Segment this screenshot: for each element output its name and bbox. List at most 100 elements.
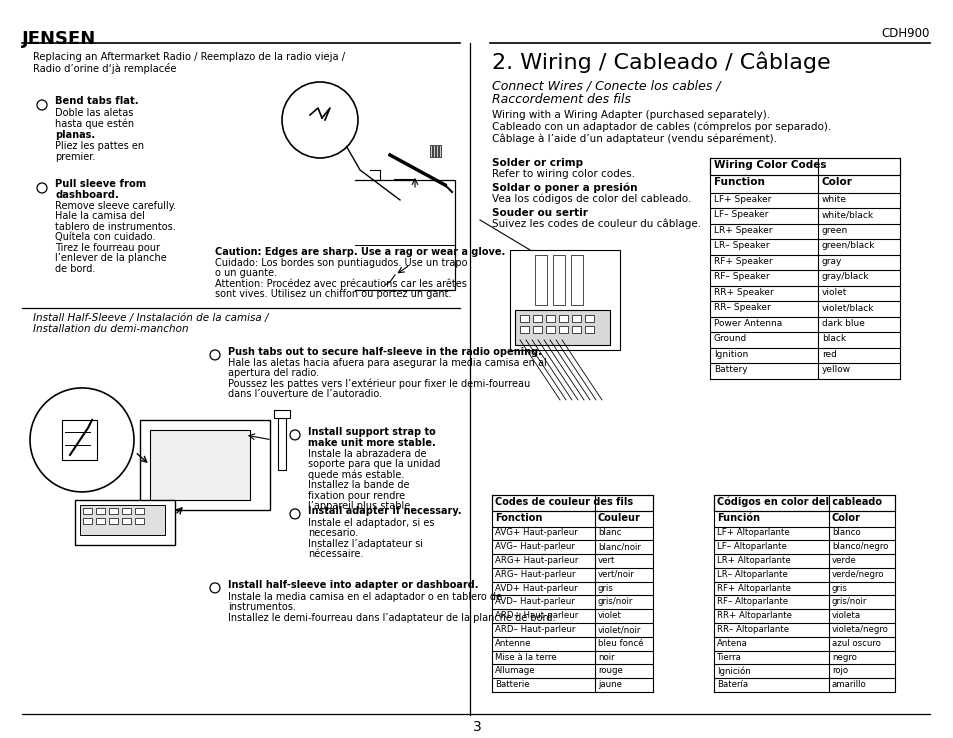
Bar <box>709 158 899 176</box>
Text: Tierra: Tierra <box>717 652 741 662</box>
Text: Install support strap to: Install support strap to <box>308 427 436 437</box>
Text: Hale las aletas hacia afuera para asegurar la media camisa en al: Hale las aletas hacia afuera para asegur… <box>228 358 546 368</box>
Text: Tirez le fourreau pour: Tirez le fourreau pour <box>55 243 160 253</box>
Text: fixation pour rendre: fixation pour rendre <box>308 491 405 501</box>
Text: negro: negro <box>831 652 856 662</box>
Text: gray/black: gray/black <box>821 272 868 281</box>
Text: Connect Wires / Conecte los cables /: Connect Wires / Conecte los cables / <box>492 80 720 93</box>
Text: LF– Altoparlante: LF– Altoparlante <box>717 542 786 551</box>
Text: gris/noir: gris/noir <box>831 598 866 607</box>
Text: Refer to wiring color codes.: Refer to wiring color codes. <box>492 169 635 179</box>
Text: Solder or crimp: Solder or crimp <box>492 158 582 168</box>
Text: Vea los códigos de color del cableado.: Vea los códigos de color del cableado. <box>492 194 691 204</box>
Text: LF+ Altoparlante: LF+ Altoparlante <box>717 528 789 537</box>
Text: RR+ Speaker: RR+ Speaker <box>713 288 773 297</box>
Text: noir: noir <box>598 652 614 662</box>
Text: Instale el adaptador, si es: Instale el adaptador, si es <box>308 518 434 528</box>
Bar <box>96 508 105 514</box>
Text: ARG– Haut-parleur: ARG– Haut-parleur <box>495 570 575 579</box>
Text: Doble las aletas: Doble las aletas <box>55 108 133 118</box>
Text: instrumentos.: instrumentos. <box>228 602 295 613</box>
Text: Couleur: Couleur <box>598 513 640 523</box>
Text: RF+ Altoparlante: RF+ Altoparlante <box>717 584 790 593</box>
Text: quede más estable.: quede más estable. <box>308 470 404 480</box>
Text: azul oscuro: azul oscuro <box>831 639 880 648</box>
Bar <box>436 145 437 157</box>
Bar <box>135 518 144 524</box>
Text: RF– Speaker: RF– Speaker <box>713 272 769 281</box>
Text: ARD– Haut-parleur: ARD– Haut-parleur <box>495 625 575 634</box>
Text: Batterie: Batterie <box>495 680 529 689</box>
Text: vert: vert <box>598 556 615 565</box>
Text: Install half-sleeve into adapter or dashboard.: Install half-sleeve into adapter or dash… <box>228 580 478 590</box>
Text: Mise à la terre: Mise à la terre <box>495 652 556 662</box>
Text: verde: verde <box>831 556 856 565</box>
Text: Allumage: Allumage <box>495 666 535 675</box>
Bar <box>558 326 567 333</box>
Text: Antenne: Antenne <box>495 639 531 648</box>
Text: AVG– Haut-parleur: AVG– Haut-parleur <box>495 542 575 551</box>
Text: Wiring with a Wiring Adapter (purchased separately).: Wiring with a Wiring Adapter (purchased … <box>492 110 769 120</box>
Bar <box>584 315 594 322</box>
Text: Install Half-Sleeve / Instalación de la camisa /: Install Half-Sleeve / Instalación de la … <box>33 313 268 323</box>
Bar <box>535 255 546 305</box>
Text: gris: gris <box>598 584 613 593</box>
Text: dans l’ouverture de l’autoradio.: dans l’ouverture de l’autoradio. <box>228 389 382 399</box>
Bar <box>713 495 894 511</box>
Text: LR– Altoparlante: LR– Altoparlante <box>717 570 787 579</box>
Text: Códigos en color del cableado: Códigos en color del cableado <box>717 497 882 508</box>
Text: Installez le demi-fourreau dans l’adaptateur de la planche de bord.: Installez le demi-fourreau dans l’adapta… <box>228 613 555 623</box>
Text: soporte para que la unidad: soporte para que la unidad <box>308 460 440 469</box>
Text: AVD+ Haut-parleur: AVD+ Haut-parleur <box>495 584 577 593</box>
Text: dashboard.: dashboard. <box>55 190 119 200</box>
Text: planas.: planas. <box>55 130 95 140</box>
Text: premier.: premier. <box>55 152 95 162</box>
Text: RF+ Speaker: RF+ Speaker <box>713 257 772 266</box>
Text: Cuidado: Los bordes son puntiagudos. Use un trapo: Cuidado: Los bordes son puntiagudos. Use… <box>214 258 467 268</box>
Text: Batería: Batería <box>717 680 747 689</box>
Text: violeta/negro: violeta/negro <box>831 625 888 634</box>
Text: vert/noir: vert/noir <box>598 570 634 579</box>
Text: Cableado con un adaptador de cables (cómprelos por separado).: Cableado con un adaptador de cables (cóm… <box>492 122 830 133</box>
Bar <box>571 255 582 305</box>
Text: JENSEN: JENSEN <box>22 30 96 48</box>
Text: apertura del radio.: apertura del radio. <box>228 368 319 378</box>
Text: l’enlever de la planche: l’enlever de la planche <box>55 253 167 263</box>
Text: de bord.: de bord. <box>55 264 95 274</box>
Bar <box>533 315 541 322</box>
Bar <box>572 315 580 322</box>
Text: RR+ Altoparlante: RR+ Altoparlante <box>717 611 791 620</box>
Text: Replacing an Aftermarket Radio / Reemplazo de la radio vieja /: Replacing an Aftermarket Radio / Reempla… <box>33 52 345 62</box>
Text: hasta que estén: hasta que estén <box>55 119 134 129</box>
Bar <box>510 250 619 350</box>
Bar <box>122 518 131 524</box>
Text: nécessaire.: nécessaire. <box>308 549 363 559</box>
Text: AVD– Haut-parleur: AVD– Haut-parleur <box>495 598 574 607</box>
Text: Codes de couleur des fils: Codes de couleur des fils <box>495 497 633 507</box>
Text: gris/noir: gris/noir <box>598 598 633 607</box>
Text: LF– Speaker: LF– Speaker <box>713 210 767 219</box>
Text: Remove sleeve carefully.: Remove sleeve carefully. <box>55 201 176 211</box>
Text: Câblage à l’aide d’un adaptateur (vendu séparément).: Câblage à l’aide d’un adaptateur (vendu … <box>492 134 776 145</box>
Text: Hale la camisa del: Hale la camisa del <box>55 212 145 221</box>
Text: amarillo: amarillo <box>831 680 866 689</box>
Text: Caution: Edges are sharp. Use a rag or wear a glove.: Caution: Edges are sharp. Use a rag or w… <box>214 247 505 257</box>
Text: tablero de instrumentos.: tablero de instrumentos. <box>55 222 175 232</box>
Bar <box>150 430 250 500</box>
Text: Instale la media camisa en el adaptador o en tablero de: Instale la media camisa en el adaptador … <box>228 592 501 602</box>
Bar <box>558 315 567 322</box>
Text: red: red <box>821 350 836 359</box>
Text: Poussez les pattes vers l’extérieur pour fixer le demi-fourreau: Poussez les pattes vers l’extérieur pour… <box>228 379 530 390</box>
Text: Function: Function <box>713 177 764 187</box>
Text: LR+ Altoparlante: LR+ Altoparlante <box>717 556 790 565</box>
Text: green/black: green/black <box>821 241 875 250</box>
Text: Souder ou sertir: Souder ou sertir <box>492 208 587 218</box>
Text: AVG+ Haut-parleur: AVG+ Haut-parleur <box>495 528 578 537</box>
Text: CDH900: CDH900 <box>881 27 929 40</box>
Text: violet: violet <box>598 611 621 620</box>
Text: blanco: blanco <box>831 528 860 537</box>
Text: Pliez les pattes en: Pliez les pattes en <box>55 141 144 151</box>
Bar <box>515 310 609 345</box>
Bar <box>83 508 91 514</box>
Text: RF– Altoparlante: RF– Altoparlante <box>717 598 787 607</box>
